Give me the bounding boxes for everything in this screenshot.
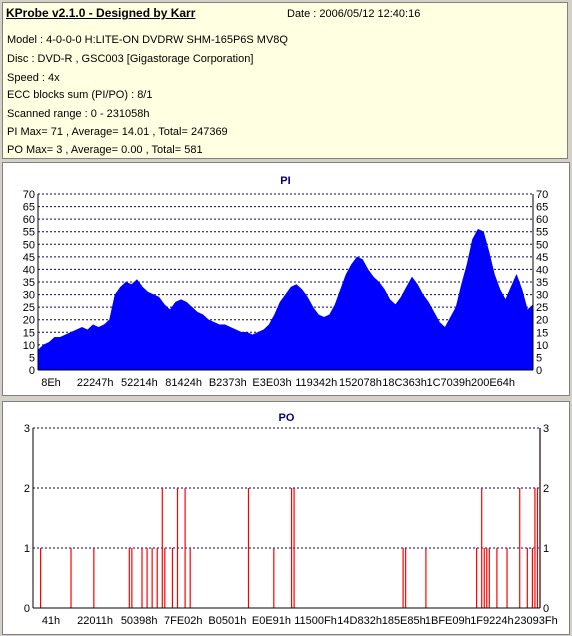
info-panel: KProbe v2.1.0 - Designed by Karr Date : … xyxy=(2,2,568,159)
y-tick-label-right: 10 xyxy=(536,340,548,352)
range-line: Scanned range : 0 - 231058h xyxy=(7,108,150,120)
x-tick-label: 50398h xyxy=(121,615,158,627)
y-tick-label-right: 60 xyxy=(536,214,548,226)
y-tick-label-left: 1 xyxy=(24,543,30,555)
y-tick-label-right: 3 xyxy=(543,423,549,435)
y-tick-label-right: 25 xyxy=(536,302,548,314)
y-tick-label-left: 3 xyxy=(24,423,30,435)
x-tick-label: 81424h xyxy=(165,377,202,389)
y-tick-label-left: 10 xyxy=(23,340,35,352)
y-tick-label-right: 40 xyxy=(536,264,548,276)
y-tick-label-right: 20 xyxy=(536,315,548,327)
x-tick-label: 185E85h xyxy=(382,615,426,627)
x-tick-label: 152078h xyxy=(339,377,382,389)
x-tick-label: 7FE02h xyxy=(164,615,203,627)
x-tick-label: 11500Fh xyxy=(294,615,337,627)
y-tick-label-left: 65 xyxy=(23,202,35,214)
y-tick-label-right: 15 xyxy=(536,327,548,339)
speed-line: Speed : 4x xyxy=(7,72,60,84)
model-line: Model : 4-0-0-0 H:LITE-ON DVDRW SHM-165P… xyxy=(7,34,288,46)
x-tick-label: B2373h xyxy=(209,377,247,389)
y-tick-label-left: 40 xyxy=(23,264,35,276)
x-tick-label: E0E91h xyxy=(252,615,291,627)
x-tick-label: 1F9224h xyxy=(470,615,513,627)
y-tick-label-left: 0 xyxy=(29,365,35,377)
x-tick-label: 52214h xyxy=(121,377,158,389)
y-tick-label-left: 60 xyxy=(23,214,35,226)
po-summary-line: PO Max= 3 , Average= 0.00 , Total= 581 xyxy=(7,144,203,156)
y-tick-label-right: 0 xyxy=(536,365,542,377)
pi-summary-line: PI Max= 71 , Average= 14.01 , Total= 247… xyxy=(7,126,228,138)
x-tick-label: 1BFE09h xyxy=(425,615,471,627)
y-tick-label-left: 25 xyxy=(23,302,35,314)
y-tick-label-right: 45 xyxy=(536,252,548,264)
x-tick-label: 14D832h xyxy=(337,615,382,627)
y-tick-label-right: 35 xyxy=(536,277,548,289)
y-tick-label-left: 70 xyxy=(23,189,35,201)
pi-series xyxy=(37,228,534,371)
y-tick-label-left: 5 xyxy=(29,352,35,364)
y-tick-label-left: 45 xyxy=(23,252,35,264)
y-tick-label-right: 65 xyxy=(536,202,548,214)
y-tick-label-right: 2 xyxy=(543,483,549,495)
x-tick-label: 23093Fh xyxy=(514,615,557,627)
x-tick-label: 22011h xyxy=(77,615,113,627)
y-tick-label-right: 5 xyxy=(536,352,542,364)
ecc-line: ECC blocks sum (PI/PO) : 8/1 xyxy=(7,89,153,101)
y-tick-label-right: 30 xyxy=(536,290,548,302)
x-tick-label: 22247h xyxy=(77,377,114,389)
po-chart-panel: PO 0 0 1 1 2 2 3 3 41h 22011h 50398h 7FE02h B0501h E0E… xyxy=(2,401,570,635)
y-tick-label-right: 55 xyxy=(536,227,548,239)
y-tick-label-left: 30 xyxy=(23,290,35,302)
x-tick-label: 1C7039h xyxy=(426,377,471,389)
x-tick-label: 41h xyxy=(42,615,60,627)
x-tick-label: 119342h xyxy=(295,377,337,389)
po-chart: PO 0 0 1 1 2 2 3 3 41h 22011h 50398h 7FE02h B0501h E0E… xyxy=(24,412,558,627)
y-tick-label-left: 55 xyxy=(23,227,35,239)
x-tick-label: 200E64h xyxy=(471,377,515,389)
x-tick-label: E3E03h xyxy=(252,377,291,389)
x-tick-label: B0501h xyxy=(208,615,246,627)
y-tick-label-right: 70 xyxy=(536,189,548,201)
y-tick-label-right: 50 xyxy=(536,239,548,251)
y-tick-label-right: 0 xyxy=(543,603,549,615)
app-title: KProbe v2.1.0 - Designed by Karr xyxy=(6,6,196,20)
chart-title: PI xyxy=(280,175,290,187)
y-tick-label-left: 20 xyxy=(23,315,35,327)
disc-line: Disc : DVD-R , GSC003 [Gigastorage Corpo… xyxy=(7,53,254,65)
x-tick-label: 8Eh xyxy=(41,377,61,389)
chart-title: PO xyxy=(279,412,295,424)
y-tick-label-left: 35 xyxy=(23,277,35,289)
y-tick-label-left: 50 xyxy=(23,239,35,251)
y-tick-label-left: 0 xyxy=(24,603,30,615)
y-tick-label-left: 2 xyxy=(24,483,30,495)
pi-chart-panel: PI 0 0 5 5 10 10 15 15 20 20 25 25 30 30 35 35 40 40 45 45 50… xyxy=(2,162,570,396)
x-tick-label: 18C363h xyxy=(382,377,427,389)
scan-date: Date : 2006/05/12 12:40:16 xyxy=(287,8,421,20)
y-tick-label-right: 1 xyxy=(543,543,549,555)
y-tick-label-left: 15 xyxy=(23,327,35,339)
